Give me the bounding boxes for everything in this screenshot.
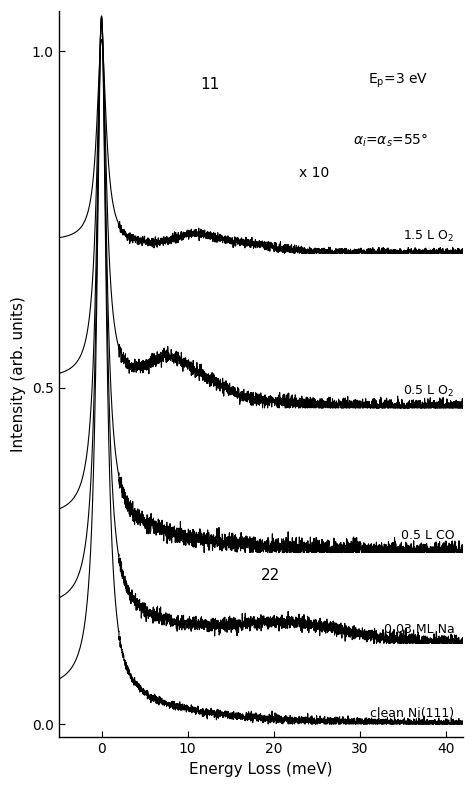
- Text: x 10: x 10: [300, 165, 330, 180]
- Text: 22: 22: [261, 568, 280, 583]
- Text: 0.5 L CO: 0.5 L CO: [401, 530, 454, 542]
- Text: 0.03 ML Na: 0.03 ML Na: [383, 623, 454, 637]
- Text: 1.5 L O$_2$: 1.5 L O$_2$: [403, 229, 454, 244]
- Text: 11: 11: [201, 76, 220, 92]
- Text: clean Ni(111): clean Ni(111): [370, 708, 454, 720]
- Text: E$_\mathrm{p}$=3 eV: E$_\mathrm{p}$=3 eV: [368, 72, 428, 90]
- Y-axis label: Intensity (arb. units): Intensity (arb. units): [11, 296, 26, 452]
- Text: $\alpha_i$=$\alpha_s$=55°: $\alpha_i$=$\alpha_s$=55°: [353, 132, 428, 149]
- Text: 0.5 L O$_2$: 0.5 L O$_2$: [403, 384, 454, 399]
- X-axis label: Energy Loss (meV): Energy Loss (meV): [189, 762, 332, 777]
